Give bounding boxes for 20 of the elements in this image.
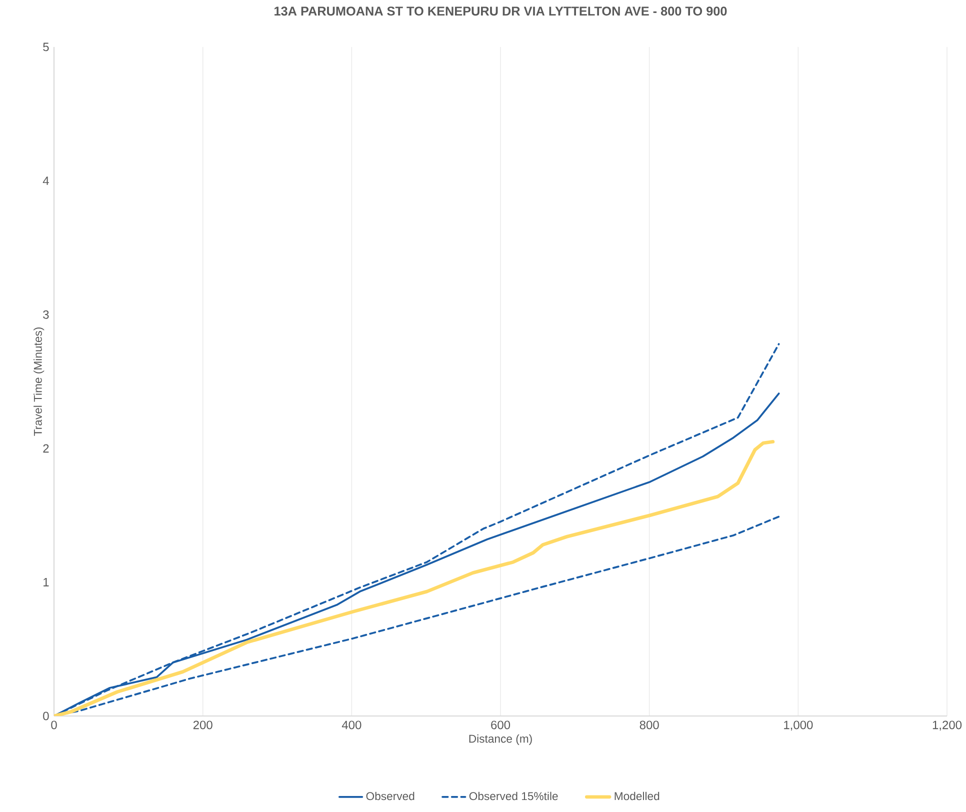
chart-title: 13A PARUMOANA ST TO KENEPURU DR VIA LYTTELTON AVE - 800 TO 900 xyxy=(274,6,727,16)
y-tick-label: 2 xyxy=(43,444,49,453)
x-axis-title: Distance (m) xyxy=(469,734,532,745)
y-tick-label: 0 xyxy=(43,712,49,720)
x-tick-label: 200 xyxy=(193,720,212,730)
y-tick-label: 1 xyxy=(44,578,49,586)
y-tick-label: 5 xyxy=(43,42,49,52)
y-tick-label: 3 xyxy=(43,310,49,319)
x-tick-label: 800 xyxy=(640,720,659,730)
x-tick-label: 400 xyxy=(342,720,362,730)
x-tick-label: 600 xyxy=(491,720,510,730)
x-tick-label: 1,000 xyxy=(784,720,813,731)
line-series xyxy=(54,440,775,716)
y-tick-label: 4 xyxy=(42,176,49,185)
legend-label: Observed xyxy=(366,792,414,800)
x-tick-label: 0 xyxy=(51,720,57,730)
x-tick-label: 1,200 xyxy=(932,720,962,731)
y-axis-title: Travel Time (Minutes) xyxy=(34,328,44,436)
legend-label: Observed 15%tile xyxy=(469,792,558,800)
legend-label: Modelled xyxy=(614,792,660,800)
